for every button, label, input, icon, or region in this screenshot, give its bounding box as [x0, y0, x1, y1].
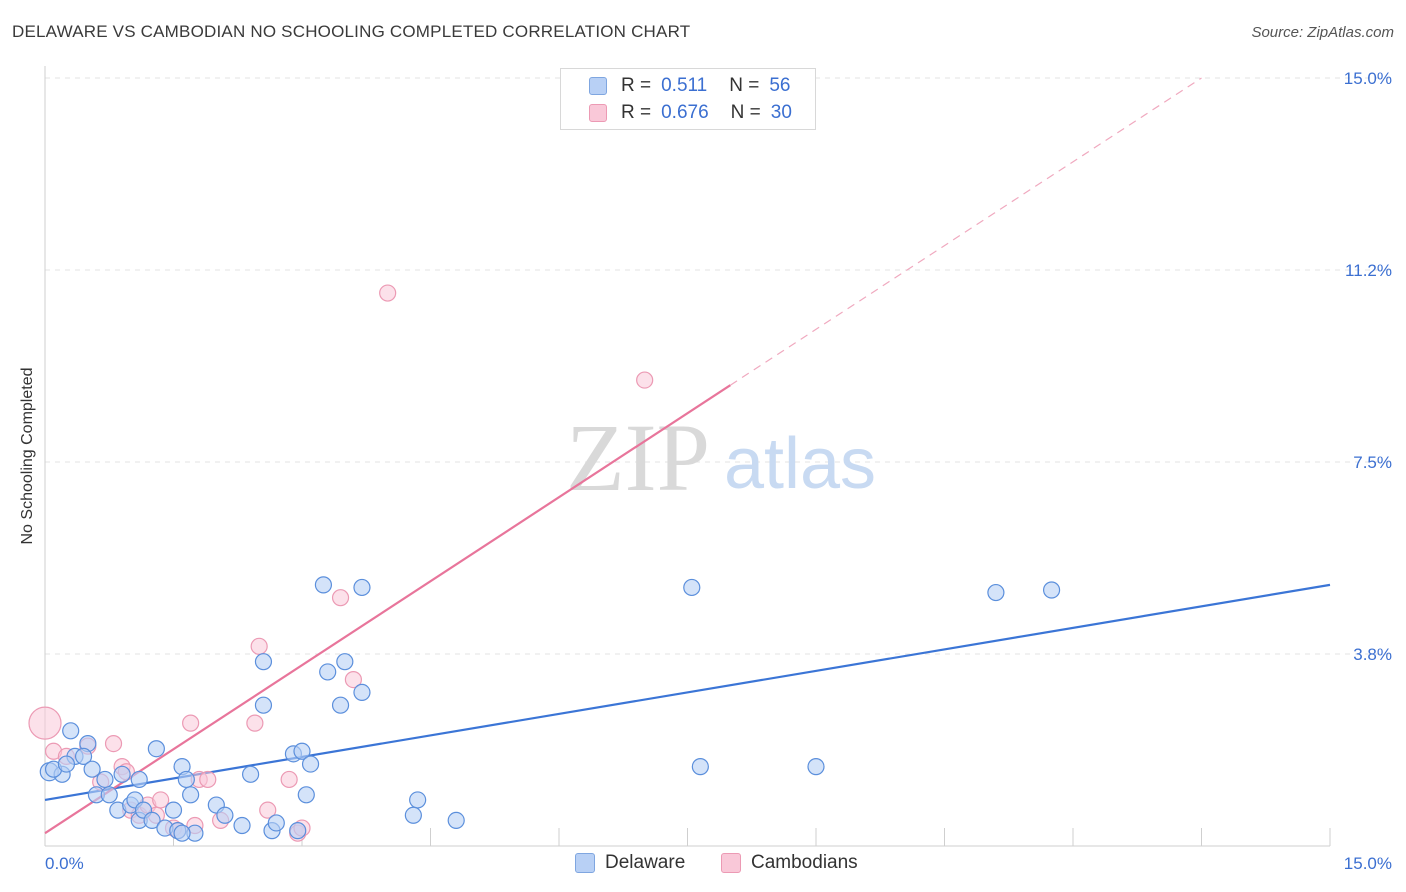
delaware-r-value: 0.511 — [661, 75, 708, 96]
watermark-zip: ZIP — [566, 404, 710, 511]
stats-legend: R = 0.511 N = 56 R = 0.676 N = 30 — [560, 68, 816, 130]
y-tick-label: 3.8% — [1353, 645, 1392, 664]
series-legend: Delaware Cambodians — [0, 852, 1406, 878]
data-points — [28, 284, 1061, 842]
delaware-point — [173, 824, 191, 842]
chart-title: DELAWARE VS CAMBODIAN NO SCHOOLING COMPL… — [12, 22, 691, 41]
delaware-point — [331, 696, 350, 714]
delaware-legend-swatch — [575, 853, 595, 873]
delaware-n-value: 56 — [769, 75, 791, 96]
delaware-point — [409, 791, 427, 809]
cambodians-point — [250, 637, 268, 655]
watermark-atlas: atlas — [724, 424, 876, 504]
y-axis-label: No Schooling Completed — [19, 367, 36, 545]
cambodians-legend-swatch — [721, 853, 741, 873]
delaware-point — [233, 816, 251, 835]
delaware-point — [147, 740, 165, 758]
delaware-point — [177, 770, 195, 789]
delaware-point — [353, 683, 371, 702]
delaware-point — [301, 755, 320, 773]
x-tick-label-min: 0.0% — [45, 854, 84, 873]
legend-row-delaware: R = 0.511 N = 56 — [561, 73, 815, 99]
cambodians-point — [104, 734, 123, 753]
delaware-point — [293, 742, 311, 760]
tick-labels: 3.8% 7.5% 11.2% 15.0% 0.0% 15.0% — [45, 69, 1392, 873]
cambodians-point — [636, 371, 654, 389]
delaware-point — [254, 696, 273, 714]
delaware-point — [143, 811, 161, 830]
x-tick-label-max: 15.0% — [1344, 854, 1392, 873]
n-label: N = — [730, 102, 761, 123]
cambodians-r-value: 0.676 — [661, 102, 709, 123]
delaware-point — [100, 786, 118, 804]
cambodians-point — [379, 284, 397, 302]
delaware-point — [130, 770, 148, 789]
delaware-point — [242, 765, 260, 783]
delaware-point — [447, 811, 465, 830]
delaware-point — [691, 758, 709, 776]
delaware-point — [62, 722, 80, 740]
cambodians-point — [280, 770, 298, 789]
delaware-point — [74, 747, 93, 766]
delaware-point — [267, 814, 285, 832]
delaware-point — [289, 822, 307, 840]
delaware-point — [314, 576, 333, 594]
delaware-point — [807, 758, 825, 776]
delaware-point — [216, 806, 234, 824]
cambodians-point — [344, 670, 362, 689]
cambodians-legend-label: Cambodians — [751, 852, 858, 873]
legend-row-cambodians: R = 0.676 N = 30 — [561, 100, 815, 126]
cambodians-point — [246, 714, 264, 732]
cambodians-swatch — [589, 104, 607, 122]
delaware-point — [96, 770, 114, 789]
trend-lines — [44, 77, 1331, 835]
delaware-point — [182, 786, 200, 804]
delaware-swatch — [589, 77, 607, 95]
delaware-point — [404, 806, 422, 824]
gridlines — [45, 77, 1395, 655]
delaware-trend-line — [44, 583, 1331, 802]
legend-item-delaware[interactable]: Delaware — [575, 852, 685, 874]
y-tick-label: 15.0% — [1344, 69, 1392, 88]
cambodians-point — [152, 791, 170, 809]
cambodians-point — [259, 801, 277, 819]
legend-item-cambodians[interactable]: Cambodians — [721, 852, 858, 874]
n-label: N = — [729, 75, 760, 96]
delaware-point — [297, 786, 315, 804]
cambodians-trend-extension — [730, 77, 1202, 386]
cambodians-n-value: 30 — [770, 102, 792, 123]
delaware-point — [336, 653, 354, 671]
delaware-point — [113, 765, 131, 783]
r-label: R = — [621, 75, 652, 96]
delaware-point — [57, 755, 76, 773]
delaware-point — [319, 663, 337, 681]
delaware-point — [1042, 581, 1061, 599]
delaware-point — [987, 583, 1005, 602]
cambodians-point — [331, 589, 350, 607]
cambodians-point — [199, 770, 217, 789]
delaware-point — [254, 653, 273, 671]
cambodians-point — [182, 714, 200, 732]
delaware-point — [353, 578, 371, 597]
cambodians-point — [28, 706, 62, 740]
cambodians-trend-line — [44, 384, 731, 835]
watermark: ZIP atlas — [566, 404, 876, 511]
delaware-point — [83, 760, 101, 778]
delaware-point — [164, 801, 183, 819]
y-tick-label: 11.2% — [1345, 261, 1392, 280]
r-label: R = — [621, 102, 652, 123]
source-credit: Source: ZipAtlas.com — [1251, 24, 1394, 41]
delaware-point — [683, 578, 701, 597]
y-tick-label: 7.5% — [1353, 453, 1392, 472]
delaware-legend-label: Delaware — [605, 852, 686, 873]
